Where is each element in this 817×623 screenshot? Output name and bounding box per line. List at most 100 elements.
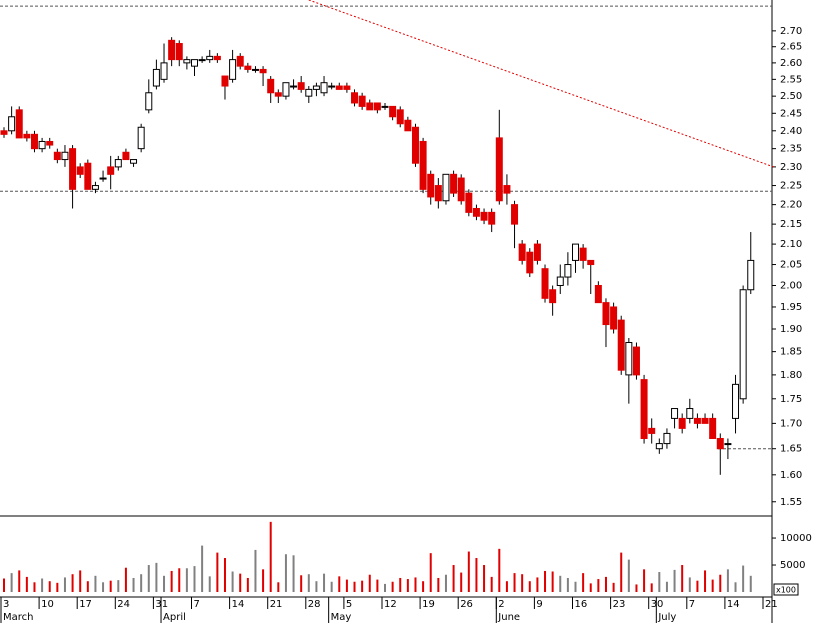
month-label: April: [163, 612, 186, 623]
candle-body: [114, 159, 122, 168]
y-tick-label: 1.90: [780, 324, 802, 335]
volume-bar: [391, 581, 394, 592]
y-tick-label: 2.50: [780, 91, 802, 102]
volume-bar: [422, 581, 425, 592]
y-tick-label: 2.00: [780, 280, 802, 291]
volume-bar: [627, 559, 630, 592]
candle-body: [84, 162, 92, 190]
x-tick-label: 19: [422, 599, 435, 610]
x-tick-label: 28: [308, 599, 321, 610]
candle-body: [518, 243, 526, 261]
x-tick-label: 2: [498, 599, 504, 610]
volume-bar: [437, 577, 440, 592]
volume-bar: [658, 572, 661, 592]
candle-body: [686, 408, 694, 419]
candle-body: [221, 75, 229, 87]
volume-bar: [3, 578, 5, 592]
candle-body: [191, 59, 198, 67]
volume-bar: [246, 577, 249, 592]
volume-bar: [749, 575, 752, 592]
volume-bar: [94, 575, 97, 592]
y-tick-label: 2.05: [780, 260, 802, 271]
y-tick-label: 2.45: [780, 108, 802, 119]
candle-body: [290, 85, 298, 88]
volume-tick-label: 5000: [780, 560, 805, 571]
volume-bar: [384, 583, 386, 592]
volume-bar: [673, 569, 676, 592]
volume-bar: [284, 554, 287, 592]
volume-bar: [566, 577, 569, 592]
candle-body: [229, 59, 237, 80]
candle-body: [152, 68, 160, 87]
candle-body: [655, 443, 663, 450]
candle-body: [23, 133, 31, 139]
candle-body: [61, 151, 69, 161]
volume-bar: [536, 577, 539, 592]
volume-bar: [498, 548, 501, 592]
volume-bar: [86, 581, 89, 592]
volume-bar: [704, 570, 707, 592]
candle-body: [251, 68, 259, 71]
volume-bar: [102, 582, 105, 592]
candle-body: [389, 105, 397, 118]
volume-bar: [323, 573, 326, 592]
volume-bar: [307, 574, 310, 592]
y-tick-label: 1.65: [780, 444, 802, 455]
volume-bar: [521, 574, 524, 592]
y-tick-label: 1.95: [780, 302, 802, 313]
volume-bar: [574, 581, 577, 592]
volume-bar: [56, 582, 59, 592]
volume-unit: x100: [776, 586, 796, 595]
candle-body: [99, 177, 107, 180]
month-label: March: [3, 612, 33, 623]
candle-body: [145, 92, 153, 111]
candle-body: [137, 126, 145, 150]
candle-body: [640, 379, 648, 439]
volume-bar: [604, 576, 607, 592]
x-tick-label: 14: [727, 599, 740, 610]
candle-body: [366, 102, 374, 111]
candle-body: [305, 88, 313, 97]
x-tick-label: 17: [79, 599, 92, 610]
candle-body: [0, 130, 8, 135]
candle-body: [533, 243, 541, 261]
candle-body: [701, 417, 709, 424]
volume-bar: [688, 577, 691, 592]
month-label: July: [657, 612, 676, 623]
candle-body: [457, 177, 465, 202]
volume-bar: [742, 565, 745, 592]
candle-body: [526, 251, 534, 274]
candle-body: [693, 417, 701, 424]
trend-line: [308, 0, 774, 168]
volume-bar: [63, 577, 66, 592]
volume-bar: [399, 577, 402, 592]
volume-bar: [719, 574, 722, 592]
volume-bar: [338, 576, 341, 592]
candle-body: [38, 140, 46, 150]
candle-body: [168, 39, 176, 61]
x-tick-label: 31: [155, 599, 168, 610]
volume-bar: [734, 582, 737, 592]
volume-bar: [292, 555, 295, 592]
candle-body: [480, 211, 488, 221]
candle-body: [671, 408, 679, 419]
candle-body: [297, 82, 305, 90]
volume-bar: [216, 552, 219, 592]
volume-bar: [711, 579, 714, 592]
x-tick-label: 3: [3, 599, 9, 610]
candle-body: [267, 78, 275, 94]
y-tick-label: 2.65: [780, 42, 802, 53]
volume-bar: [643, 569, 646, 592]
candle-body: [427, 173, 435, 198]
candle-body: [213, 55, 221, 61]
volume-bar: [559, 575, 562, 592]
unit-box: [773, 583, 799, 596]
x-tick-label: 9: [536, 599, 542, 610]
x-tick-label: 23: [613, 599, 626, 610]
volume-bar: [223, 558, 226, 592]
volume-bar: [330, 581, 333, 592]
candle-body: [335, 85, 343, 90]
candle-body: [183, 59, 191, 64]
volume-bar: [208, 576, 211, 592]
y-tick-label: 1.60: [780, 470, 802, 481]
